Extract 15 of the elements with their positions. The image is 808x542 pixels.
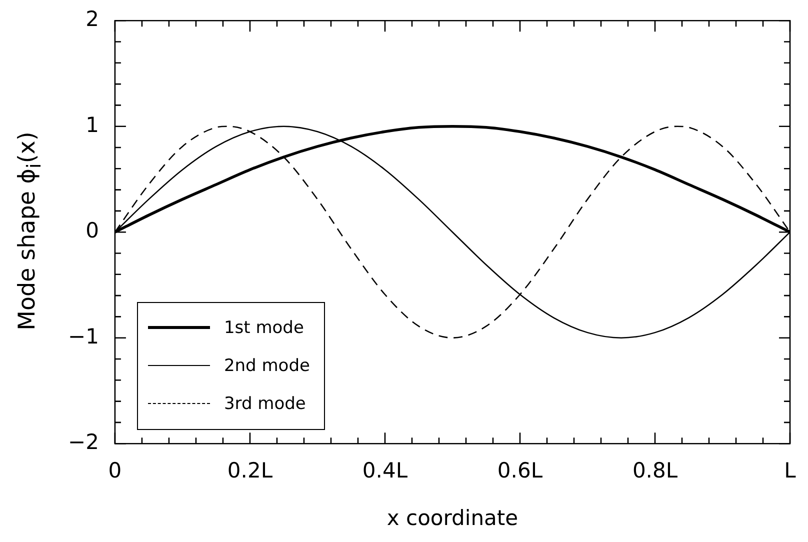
- x-tick-label: L: [784, 458, 796, 483]
- y-tick-label: 2: [86, 7, 99, 32]
- legend-label: 2nd mode: [224, 356, 310, 376]
- x-tick-label: 0.2L: [227, 458, 273, 483]
- x-tick-label: 0.8L: [632, 458, 678, 483]
- x-tick-label: 0.6L: [497, 458, 543, 483]
- x-tick-label: 0.4L: [362, 458, 408, 483]
- y-tick-label: 1: [86, 112, 99, 137]
- y-tick-label: −2: [68, 430, 99, 454]
- legend-label: 1st mode: [224, 318, 304, 338]
- x-axis-title: x coordinate: [386, 506, 518, 530]
- y-tick-label: −1: [68, 324, 99, 348]
- y-tick-label: 0: [86, 218, 99, 243]
- legend-label: 3rd mode: [224, 394, 306, 414]
- x-tick-label: 0: [108, 458, 122, 483]
